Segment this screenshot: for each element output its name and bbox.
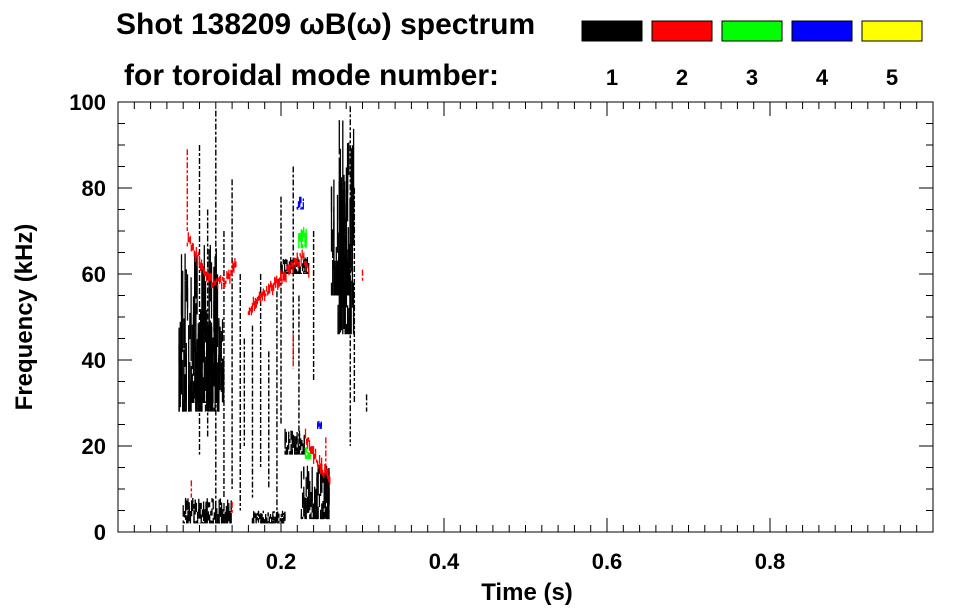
y-axis-label: Frequency (kHz) xyxy=(11,224,38,411)
series-mode-4 xyxy=(296,196,322,429)
series-mode-2 xyxy=(186,149,364,515)
legend-label: 1 xyxy=(606,65,618,90)
y-tick-label: 100 xyxy=(69,90,106,115)
x-axis-label: Time (s) xyxy=(481,579,573,606)
mode-legend: 1 2 3 4 5 xyxy=(581,20,923,90)
y-tick-label: 60 xyxy=(82,262,106,287)
series-mode-3 xyxy=(298,226,311,459)
legend-label: 3 xyxy=(746,65,758,90)
x-tick-label: 0.4 xyxy=(429,549,460,574)
x-tick-label: 0.8 xyxy=(755,549,786,574)
legend-swatch xyxy=(581,20,643,42)
x-tick-label: 0.2 xyxy=(266,549,297,574)
y-tick-label: 0 xyxy=(94,520,106,545)
legend-label: 4 xyxy=(816,65,829,90)
chart-subtitle: for toroidal mode number: xyxy=(124,59,499,92)
y-axis: 0 20 40 60 80 100 xyxy=(69,90,933,545)
legend-label: 2 xyxy=(676,65,688,90)
legend-swatch xyxy=(861,20,923,42)
x-axis: 0.2 0.4 0.6 0.8 xyxy=(133,102,918,574)
y-tick-label: 80 xyxy=(82,176,106,201)
y-tick-label: 40 xyxy=(82,348,106,373)
x-tick-label: 0.6 xyxy=(592,549,623,574)
legend-swatch xyxy=(721,20,783,42)
y-tick-label: 20 xyxy=(82,434,106,459)
legend-swatch xyxy=(651,20,713,42)
legend-label: 5 xyxy=(886,65,898,90)
series-mode-1 xyxy=(178,106,368,524)
legend-swatch xyxy=(791,20,853,42)
spectrum-data xyxy=(178,106,368,524)
chart-title: Shot 138209 ωB(ω) spectrum xyxy=(116,8,535,41)
